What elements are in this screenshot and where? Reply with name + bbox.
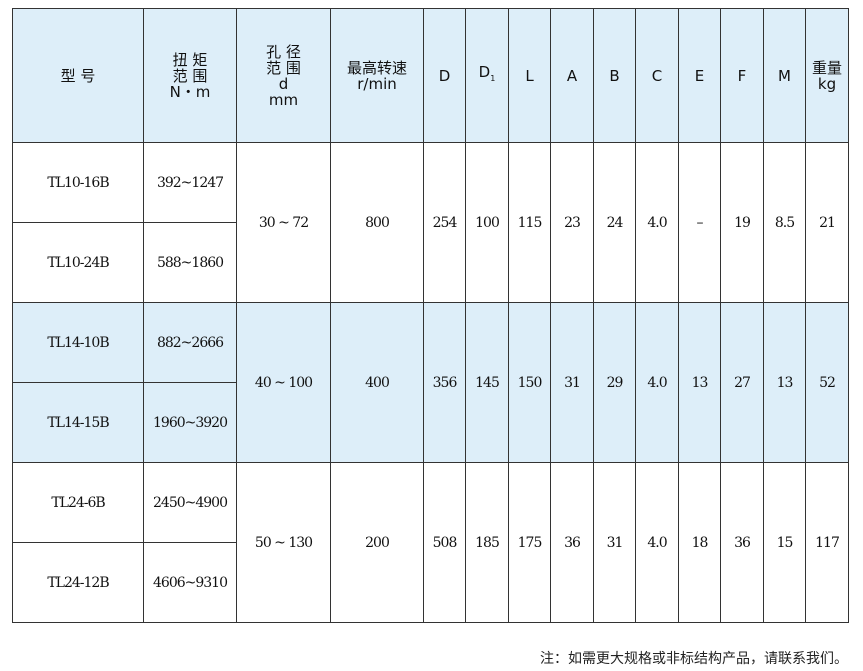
cell-b: 24 (593, 142, 636, 303)
cell-d: 508 (423, 462, 466, 623)
cell-c: 4.0 (635, 142, 679, 303)
cell-weight: 21 (805, 142, 849, 303)
cell-m: 13 (763, 302, 806, 463)
table-row: TL14-15B 1960~3920 (12, 382, 849, 463)
cell-e: – (678, 142, 721, 303)
header-A: A (550, 8, 594, 143)
cell-torque: 4606~9310 (143, 542, 237, 623)
spec-table: 型 号 扭 矩 范 围 N・m 孔 径 范 围 d mm 最高转速 r/min … (12, 8, 849, 623)
header-D1: D1 (465, 8, 509, 143)
cell-l: 175 (508, 462, 551, 623)
header-model: 型 号 (12, 8, 144, 143)
cell-speed: 400 (330, 302, 424, 463)
header-weight: 重量 kg (805, 8, 849, 143)
cell-f: 27 (720, 302, 764, 463)
cell-d: 254 (423, 142, 466, 303)
header-B: B (593, 8, 636, 143)
cell-torque: 882~2666 (143, 302, 237, 383)
cell-d1: 185 (465, 462, 509, 623)
header-F: F (720, 8, 764, 143)
cell-c: 4.0 (635, 462, 679, 623)
header-C: C (635, 8, 679, 143)
cell-bore: 40 ~ 100 (236, 302, 331, 463)
cell-f: 19 (720, 142, 764, 303)
cell-speed: 800 (330, 142, 424, 303)
cell-model: TL10-16B (12, 142, 144, 223)
cell-bore: 30 ~ 72 (236, 142, 331, 303)
cell-l: 150 (508, 302, 551, 463)
cell-l: 115 (508, 142, 551, 303)
cell-e: 18 (678, 462, 721, 623)
table-row: TL10-16B 392~1247 30 ~ 72 800 254 100 115 23 24 4… (12, 142, 849, 303)
cell-model: TL24-6B (12, 462, 144, 543)
header-bore: 孔 径 范 围 d mm (236, 8, 331, 143)
cell-torque: 1960~3920 (143, 382, 237, 463)
cell-b: 29 (593, 302, 636, 463)
cell-d1: 100 (465, 142, 509, 303)
cell-a: 36 (550, 462, 594, 623)
cell-m: 8.5 (763, 142, 806, 303)
cell-a: 23 (550, 142, 594, 303)
cell-m: 15 (763, 462, 806, 623)
cell-e: 13 (678, 302, 721, 463)
cell-f: 36 (720, 462, 764, 623)
cell-model: TL14-10B (12, 302, 144, 383)
header-speed: 最高转速 r/min (330, 8, 424, 143)
header-torque: 扭 矩 范 围 N・m (143, 8, 237, 143)
cell-d: 356 (423, 302, 466, 463)
cell-weight: 52 (805, 302, 849, 463)
table-row: TL10-24B 588~1860 (12, 222, 849, 303)
cell-model: TL10-24B (12, 222, 144, 303)
header-D1-sub: 1 (490, 74, 496, 83)
header-D: D (423, 8, 466, 143)
cell-weight: 117 (805, 462, 849, 623)
cell-model: TL24-12B (12, 542, 144, 623)
header-L: L (508, 8, 551, 143)
header-E: E (678, 8, 721, 143)
table-row: TL24-12B 4606~9310 (12, 542, 849, 623)
cell-c: 4.0 (635, 302, 679, 463)
cell-torque: 392~1247 (143, 142, 237, 223)
cell-speed: 200 (330, 462, 424, 623)
cell-b: 31 (593, 462, 636, 623)
header-D1-label: D (478, 63, 491, 81)
cell-bore: 50 ~ 130 (236, 462, 331, 623)
cell-a: 31 (550, 302, 594, 463)
cell-torque: 2450~4900 (143, 462, 237, 543)
footnote: 注：如需更大规格或非标结构产品，请联系我们。 (540, 651, 848, 667)
cell-d1: 145 (465, 302, 509, 463)
header-row: 型 号 扭 矩 范 围 N・m 孔 径 范 围 d mm 最高转速 r/min … (12, 8, 849, 143)
cell-model: TL14-15B (12, 382, 144, 463)
cell-torque: 588~1860 (143, 222, 237, 303)
table-row: TL14-10B 882~2666 40 ~ 100 400 356 145 150 31 29… (12, 302, 849, 463)
header-M: M (763, 8, 806, 143)
table-row: TL24-6B 2450~4900 50 ~ 130 200 508 185 175 36 31… (12, 462, 849, 623)
